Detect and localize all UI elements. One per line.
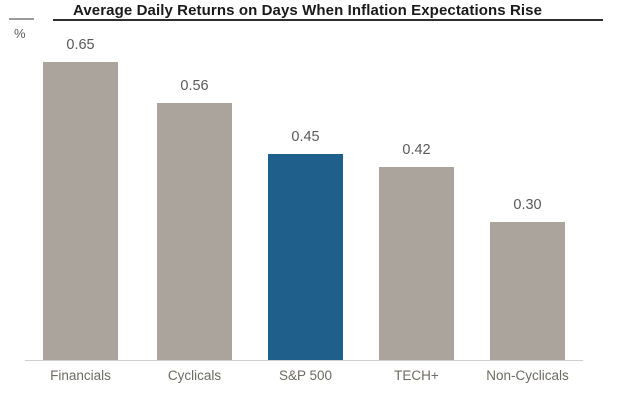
bar [379, 167, 454, 360]
category-label: Financials [50, 368, 111, 383]
y-axis-unit-label: % [14, 26, 26, 41]
bar [157, 103, 232, 360]
bar-value-label: 0.30 [513, 197, 542, 213]
bar [43, 62, 118, 360]
category-label: S&P 500 [278, 368, 333, 383]
category-label: Non-Cyclicals [486, 368, 569, 383]
axis-stub-line [9, 18, 34, 20]
x-axis-line [25, 360, 583, 361]
title-underline [53, 19, 603, 21]
bar-value-label: 0.42 [402, 142, 431, 158]
chart-title: Average Daily Returns on Days When Infla… [72, 2, 543, 19]
bar-value-label: 0.65 [66, 37, 95, 53]
category-label: Cyclicals [167, 368, 222, 383]
category-label: TECH+ [394, 368, 439, 383]
bar-value-label: 0.56 [180, 78, 209, 94]
bar [268, 154, 343, 360]
bar-value-label: 0.45 [291, 129, 320, 145]
bar [490, 222, 565, 360]
